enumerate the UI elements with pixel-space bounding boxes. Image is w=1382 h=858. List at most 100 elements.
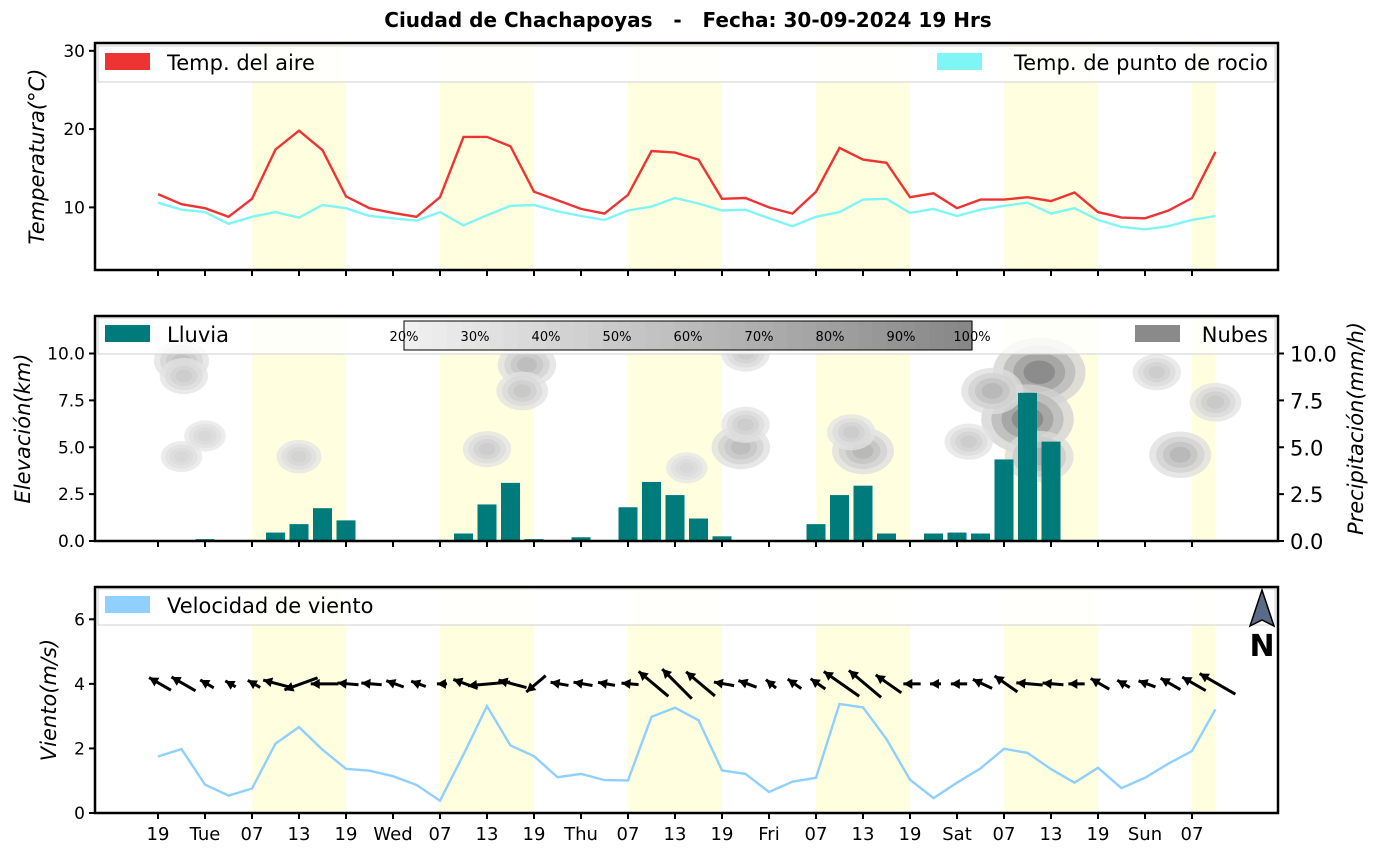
- rain-bar: [689, 518, 708, 541]
- wind-y-tick-label: 2: [74, 739, 85, 759]
- daytime-band: [1192, 43, 1216, 270]
- cloud-colorbar-segment: [602, 321, 618, 350]
- wind-arrow-head: [225, 680, 236, 690]
- wind-direction-arrow: [310, 678, 339, 689]
- rain-bar: [501, 482, 520, 541]
- x-tick-label: 07: [1181, 824, 1204, 845]
- cloud-cover-blob: [174, 451, 189, 462]
- wind-arrow-head: [929, 678, 939, 689]
- cloud-colorbar-label: 80%: [816, 330, 845, 345]
- wind-direction-arrow: [621, 678, 639, 689]
- wind-arrow-head: [823, 671, 835, 681]
- cloud-cover-blob: [1023, 360, 1055, 385]
- cloud-colorbar-segment: [929, 321, 945, 350]
- wind-direction-arrow: [1089, 677, 1111, 691]
- dew-point-legend-label: Temp. de punto de rocio: [1013, 51, 1268, 75]
- wind-arrow-head: [573, 678, 584, 689]
- cloud-colorbar-frame: [403, 320, 973, 351]
- wind-direction-arrow: [525, 674, 547, 694]
- cloud-colorbar-label: 50%: [603, 330, 632, 345]
- x-tick-label: 13: [288, 824, 311, 845]
- cloud-colorbar-label: 60%: [674, 330, 703, 345]
- cloud-colorbar-segment: [702, 321, 717, 350]
- wind-direction-arrow: [361, 678, 382, 689]
- wind-direction-arrow: [148, 676, 172, 692]
- cloud-cover-blob: [981, 383, 1003, 399]
- cloud-cover-blob: [960, 435, 977, 448]
- wind-arrow-head: [436, 678, 446, 689]
- temperature-legend: [97, 45, 1276, 83]
- cloud-colorbar-segment: [872, 321, 888, 350]
- wind-arrow-head: [386, 679, 397, 689]
- x-tick-label: 13: [852, 824, 875, 845]
- rain-bar: [618, 507, 638, 541]
- rain-bar: [571, 537, 591, 541]
- wind-arrow-head: [810, 678, 821, 688]
- rain-bar: [924, 533, 943, 541]
- wind-arrow-head: [337, 678, 347, 689]
- wind-direction-arrow: [993, 674, 1019, 694]
- wind-direction-arrow: [1116, 678, 1131, 690]
- rain-legend-swatch: [105, 325, 150, 342]
- wind-arrow-head: [247, 680, 259, 690]
- wind-arrow-head: [787, 679, 798, 689]
- x-tick-label: Sat: [942, 824, 972, 845]
- cloud-colorbar-label: 40%: [532, 330, 561, 345]
- cloud-legend-label: Nubes: [1202, 323, 1268, 347]
- cloud-colorbar-segment: [744, 321, 760, 350]
- x-tick-label: 07: [805, 824, 828, 845]
- rain-bar: [947, 532, 967, 541]
- cloud-colorbar-segment: [673, 321, 689, 350]
- x-tick-label: Thu: [563, 824, 598, 845]
- wind-arrow-head: [1160, 678, 1171, 687]
- cloud-colorbar-segment: [659, 321, 675, 350]
- wind-arrow-head: [638, 671, 649, 682]
- wind-direction-arrow: [929, 678, 942, 689]
- wind-arrow-head: [1117, 680, 1128, 690]
- cloud-colorbar-segment: [588, 321, 604, 350]
- cloud-cover-blob: [679, 462, 694, 474]
- wind-direction-arrow: [972, 678, 993, 690]
- wind-direction-arrow: [737, 678, 758, 689]
- cloud-colorbar-segment: [446, 321, 462, 350]
- wind-arrow-head: [149, 677, 160, 687]
- wind-arrow-head: [621, 678, 631, 689]
- rain-bar: [642, 481, 661, 541]
- wind-arrow-head: [498, 677, 509, 688]
- wind-arrow-head: [738, 678, 749, 689]
- x-tick-label: 13: [1040, 824, 1063, 845]
- wind-arrow-head: [263, 677, 274, 688]
- rain-bar: [830, 495, 849, 541]
- wind-direction-arrow: [573, 678, 593, 689]
- precipitation-axes-frame: [93, 314, 1280, 543]
- cloud-colorbar-segment: [503, 321, 519, 350]
- cloud-colorbar-segment: [943, 321, 959, 350]
- temperature-y-tick-label: 20: [63, 120, 85, 140]
- x-tick-label: Fri: [758, 824, 779, 845]
- wind-direction-arrow: [713, 678, 735, 689]
- wind-speed-line: [157, 702, 1217, 803]
- x-tick-label: 07: [617, 824, 640, 845]
- wind-arrow-head: [526, 682, 537, 693]
- cloud-colorbar-segment: [489, 321, 504, 350]
- x-tick-label: 19: [523, 824, 546, 845]
- precipitation-y-axis-label: Precipitación(mm/h): [1344, 322, 1368, 535]
- wind-arrow-head: [950, 678, 960, 689]
- wind-arrow-head: [284, 682, 295, 692]
- rain-bar: [877, 533, 896, 541]
- wind-arrow-head: [1138, 679, 1149, 689]
- wind-arrow-head: [171, 676, 182, 686]
- wind-arrow-head: [848, 670, 860, 680]
- rain-bar: [971, 533, 990, 541]
- rain-bar: [806, 524, 826, 541]
- elevation-y-tick-label: 5.0: [58, 438, 85, 458]
- cloud-colorbar-segment: [915, 321, 930, 350]
- wind-arrow-head: [686, 671, 697, 682]
- wind-arrow-head: [994, 675, 1005, 686]
- cloud-cover-blob: [1148, 366, 1165, 379]
- cloud-colorbar-segment: [460, 321, 476, 350]
- cloud-cover-blob: [1169, 446, 1191, 463]
- cloud-cover-blob: [737, 418, 754, 431]
- elevation-y-tick-label: 0.0: [58, 532, 85, 552]
